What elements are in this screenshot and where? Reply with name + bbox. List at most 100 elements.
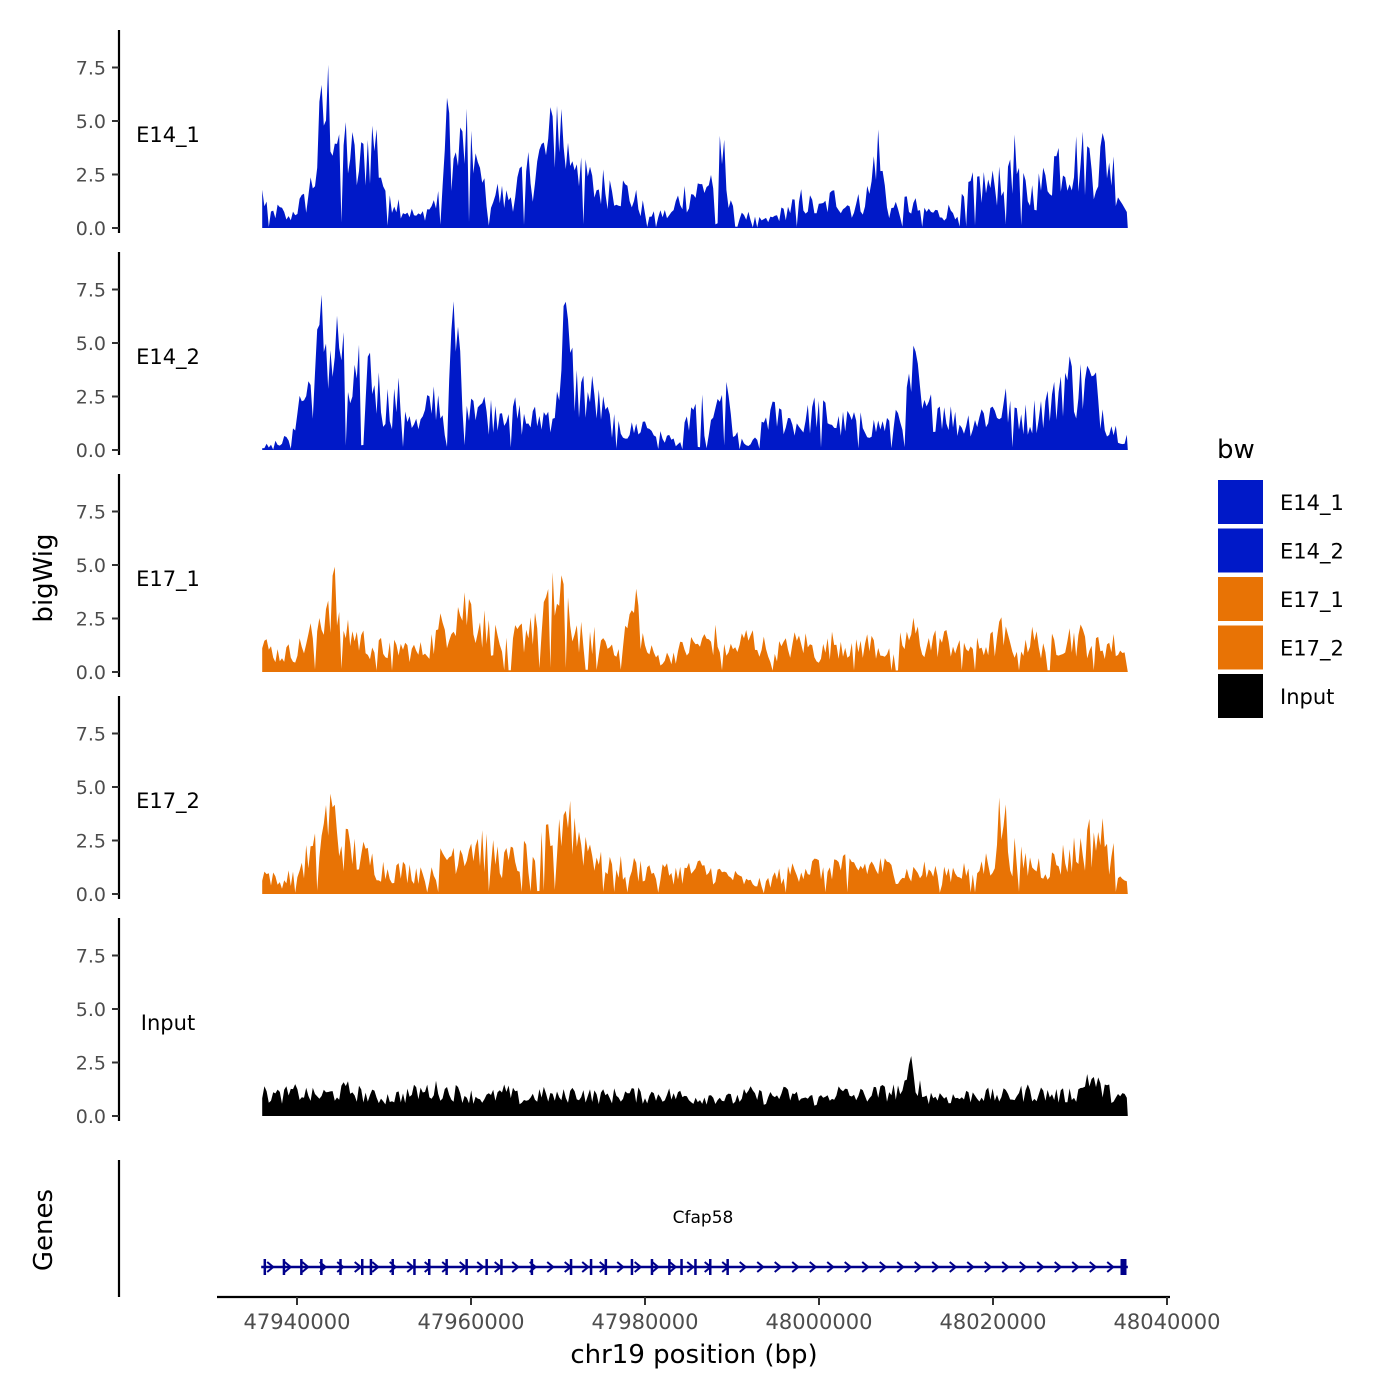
coverage-area-e17_2 xyxy=(262,793,1128,894)
x-tick-label: 47980000 xyxy=(592,1310,699,1334)
track-panel-e14_1: 0.0 2.5 5.0 7.5 E14_1 xyxy=(76,30,1128,240)
strand-arrow xyxy=(1001,1261,1010,1273)
track-label: Input xyxy=(141,1011,195,1035)
legend-swatch xyxy=(1218,480,1263,524)
strand-arrow xyxy=(1036,1261,1045,1273)
gene-exon xyxy=(604,1259,608,1275)
y-tick-label: 2.5 xyxy=(76,831,106,853)
strand-arrow xyxy=(1054,1261,1063,1273)
track-panel-e17_1: 0.0 2.5 5.0 7.5 E17_1 xyxy=(76,474,1128,684)
strand-arrow xyxy=(844,1261,853,1273)
gene-exon xyxy=(630,1259,634,1275)
y-tick-label: 0.0 xyxy=(76,662,106,684)
strand-arrow xyxy=(441,1261,450,1273)
gene-exon xyxy=(361,1259,364,1275)
strand-arrow xyxy=(511,1261,520,1273)
strand-arrow xyxy=(284,1261,293,1273)
gene-exon xyxy=(668,1259,671,1275)
strand-arrow xyxy=(791,1261,800,1273)
track-panels: 0.0 2.5 5.0 7.5 E14_1 0.0 2.5 5.0 7.5 E14_2 0.0 2.5… xyxy=(76,30,1128,1128)
strand-arrow xyxy=(949,1261,958,1273)
strand-arrow xyxy=(826,1261,835,1273)
gene-exon xyxy=(339,1259,342,1275)
coverage-area-e14_1 xyxy=(262,64,1128,228)
gene-track: Cfap58 xyxy=(117,1160,1128,1297)
y-tick-label: 0.0 xyxy=(76,1106,106,1128)
strand-arrow xyxy=(266,1261,275,1273)
strand-arrow xyxy=(581,1261,590,1273)
track-label: E17_1 xyxy=(136,567,200,592)
gene-exon xyxy=(445,1259,448,1275)
coverage-area-e17_1 xyxy=(262,566,1128,672)
strand-arrow xyxy=(669,1261,678,1273)
strand-arrow xyxy=(686,1261,695,1273)
legend-swatch xyxy=(1218,625,1263,670)
gene-exon xyxy=(282,1259,286,1275)
strand-arrow xyxy=(546,1261,555,1273)
x-tick-label: 47940000 xyxy=(244,1310,351,1334)
genes-axis-title: Genes xyxy=(29,1189,59,1271)
gene-exon xyxy=(680,1259,683,1275)
y-tick-label: 7.5 xyxy=(76,280,106,302)
gene-exon xyxy=(726,1259,729,1275)
strand-arrow xyxy=(354,1261,363,1273)
y-tick-label: 0.0 xyxy=(76,440,106,462)
y-tick-label: 0.0 xyxy=(76,884,106,906)
gene-exon xyxy=(465,1259,468,1275)
gene-exon xyxy=(427,1259,431,1275)
strand-arrow xyxy=(476,1261,485,1273)
y-tick-label: 7.5 xyxy=(76,502,106,524)
track-label: E14_1 xyxy=(136,123,200,148)
y-tick-label: 2.5 xyxy=(76,1053,106,1075)
y-tick-label: 7.5 xyxy=(76,58,106,80)
y-tick-label: 5.0 xyxy=(76,777,106,799)
track-panel-input: 0.0 2.5 5.0 7.5 Input xyxy=(76,918,1128,1128)
strand-arrow xyxy=(756,1261,765,1273)
legend-title: bw xyxy=(1217,435,1255,465)
legend-swatch xyxy=(1218,577,1263,621)
y-tick-label: 7.5 xyxy=(76,724,106,746)
y-tick-label: 2.5 xyxy=(76,609,106,631)
legend-label: E14_2 xyxy=(1280,540,1344,565)
legend: bw E14_1 E14_2 E17_1 E17_2 Input xyxy=(1217,435,1344,718)
x-tick-label: 48040000 xyxy=(1114,1310,1221,1334)
gene-exon xyxy=(413,1259,416,1275)
gene-exon xyxy=(530,1259,534,1275)
strand-arrow xyxy=(774,1261,783,1273)
strand-arrow xyxy=(739,1261,748,1273)
x-axis: 47940000 47960000 47980000 48000000 48020000… xyxy=(217,1295,1221,1370)
legend-swatch xyxy=(1218,674,1263,718)
coverage-area-input xyxy=(262,1056,1128,1116)
strand-arrow xyxy=(809,1261,818,1273)
strand-arrow xyxy=(424,1261,433,1273)
strand-arrow xyxy=(634,1261,643,1273)
strand-arrow xyxy=(861,1261,870,1273)
strand-arrow xyxy=(336,1261,345,1273)
legend-swatch xyxy=(1218,528,1263,573)
y-tick-label: 5.0 xyxy=(76,333,106,355)
y-tick-label: 7.5 xyxy=(76,946,106,968)
x-tick-label: 47960000 xyxy=(418,1310,525,1334)
x-tick-label: 48020000 xyxy=(940,1310,1047,1334)
strand-arrow xyxy=(1089,1261,1098,1273)
legend-item-e17_2: E17_2 xyxy=(1218,625,1344,670)
y-tick-label: 5.0 xyxy=(76,111,106,133)
y-tick-label: 5.0 xyxy=(76,555,106,577)
legend-label: E17_1 xyxy=(1280,588,1344,613)
y-tick-label: 0.0 xyxy=(76,218,106,240)
strand-arrow xyxy=(914,1261,923,1273)
legend-item-input: Input xyxy=(1218,674,1334,718)
coverage-area-e14_2 xyxy=(262,294,1128,450)
strand-arrow xyxy=(879,1261,888,1273)
legend-item-e14_1: E14_1 xyxy=(1218,480,1344,524)
gene-exon xyxy=(650,1259,654,1275)
gene-exon xyxy=(694,1259,697,1275)
gene-exon xyxy=(391,1259,394,1275)
y-tick-label: 2.5 xyxy=(76,165,106,187)
strand-arrow xyxy=(966,1261,975,1273)
legend-label: E14_1 xyxy=(1280,491,1344,516)
y-axis-title: bigWig xyxy=(29,533,59,622)
gene-exon xyxy=(300,1259,303,1275)
x-axis-title: chr19 position (bp) xyxy=(570,1340,817,1370)
track-label: E14_2 xyxy=(136,345,200,370)
